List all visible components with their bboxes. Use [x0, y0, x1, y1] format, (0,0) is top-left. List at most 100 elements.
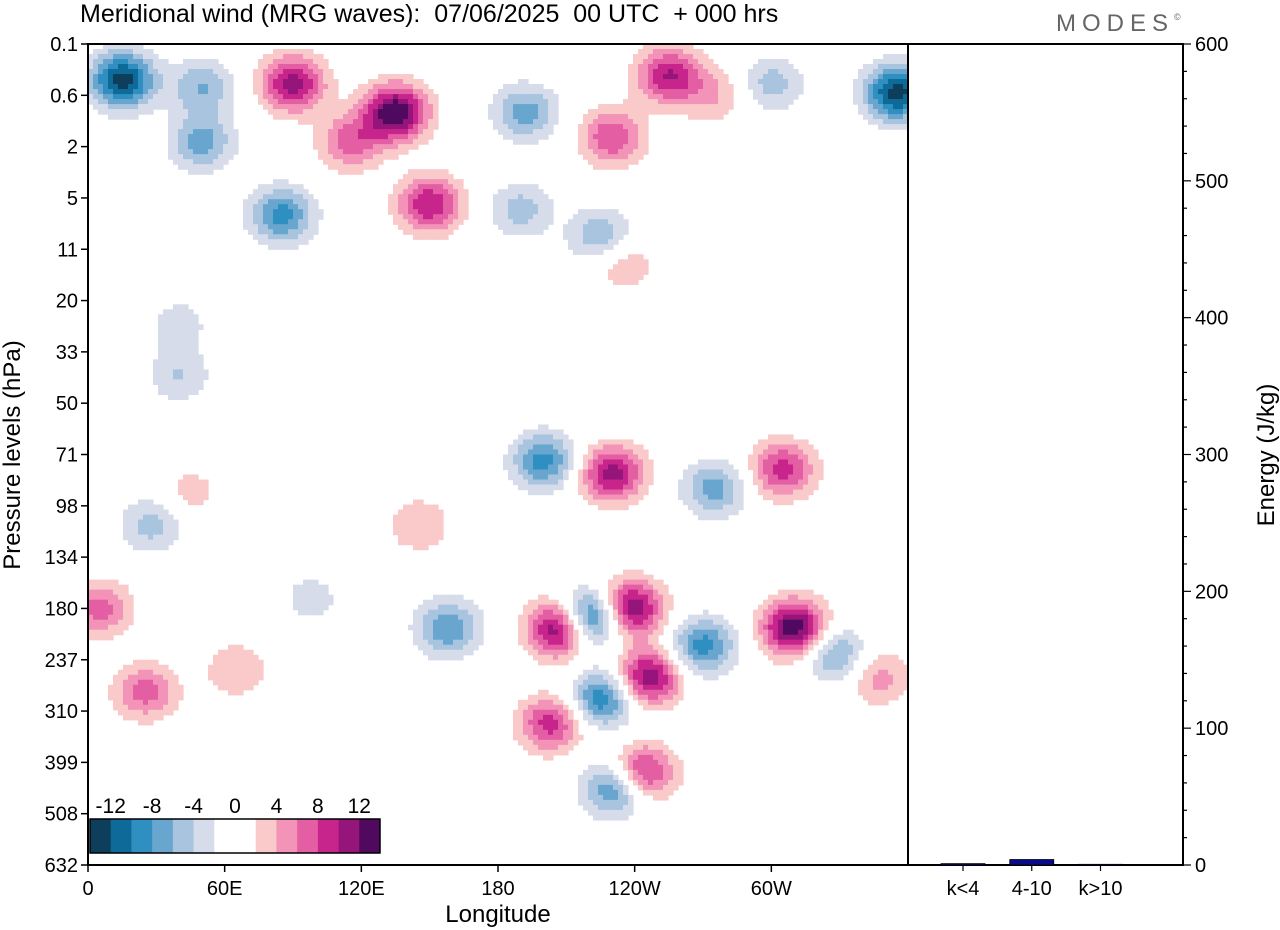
heatmap-cell: [623, 279, 629, 285]
heatmap-cell: [603, 684, 609, 691]
heatmap-cell: [383, 114, 389, 120]
heatmap-cell: [193, 364, 199, 370]
heatmap-cell: [128, 704, 134, 711]
heatmap-cell: [628, 254, 634, 260]
heatmap-cell: [688, 619, 694, 626]
heatmap-cell: [728, 484, 734, 491]
heatmap-cell: [158, 314, 164, 320]
heatmap-cell: [638, 269, 644, 275]
heatmap-cell: [228, 114, 234, 120]
heatmap-cell: [383, 149, 389, 155]
heatmap-cell: [618, 164, 624, 170]
heatmap-cell: [408, 204, 414, 210]
heatmap-cell: [613, 279, 619, 285]
heatmap-cell: [768, 79, 774, 85]
heatmap-cell: [698, 474, 704, 481]
heatmap-cell: [228, 109, 234, 115]
heatmap-cell: [538, 434, 544, 441]
heatmap-cell: [303, 224, 309, 230]
heatmap-cell: [638, 144, 644, 150]
heatmap-cell: [253, 654, 259, 661]
heatmap-cell: [248, 229, 254, 235]
heatmap-cell: [158, 504, 164, 511]
heatmap-cell: [563, 629, 569, 636]
heatmap-cell: [243, 659, 249, 666]
heatmap-cell: [518, 114, 524, 120]
heatmap-cell: [528, 129, 534, 135]
heatmap-cell: [638, 569, 644, 576]
heatmap-cell: [633, 574, 639, 581]
heatmap-cell: [413, 144, 419, 150]
heatmap-cell: [633, 494, 639, 501]
heatmap-cell: [123, 589, 129, 596]
heatmap-cell: [463, 609, 469, 616]
heatmap-cell: [293, 184, 299, 190]
heatmap-cell: [328, 129, 334, 135]
heatmap-cell: [173, 334, 179, 340]
heatmap-cell: [428, 514, 434, 521]
heatmap-cell: [128, 669, 134, 676]
heatmap-cell: [353, 104, 359, 110]
heatmap-cell: [218, 124, 224, 130]
heatmap-cell: [443, 639, 449, 646]
heatmap-cell: [803, 454, 809, 461]
heatmap-cell: [418, 219, 424, 225]
heatmap-cell: [648, 619, 654, 626]
heatmap-cell: [608, 269, 614, 275]
heatmap-cell: [418, 499, 424, 506]
heatmap-cell: [188, 59, 194, 65]
heatmap-cell: [303, 54, 309, 60]
heatmap-cell: [183, 119, 189, 125]
heatmap-cell: [93, 104, 99, 110]
heatmap-cell: [328, 74, 334, 80]
heatmap-cell: [223, 124, 229, 130]
heatmap-cell: [128, 539, 134, 546]
heatmap-cell: [598, 159, 604, 165]
heatmap-cell: [568, 219, 574, 225]
heatmap-cell: [443, 229, 449, 235]
heatmap-cell: [623, 719, 629, 726]
heatmap-cell: [503, 214, 509, 220]
heatmap-cell: [313, 209, 319, 215]
heatmap-cell: [413, 614, 419, 621]
heatmap-cell: [608, 444, 614, 451]
heatmap-cell: [273, 94, 279, 100]
heatmap-cell: [518, 454, 524, 461]
heatmap-cell: [533, 94, 539, 100]
heatmap-cell: [168, 89, 174, 95]
heatmap-cell: [698, 624, 704, 631]
heatmap-cell: [163, 364, 169, 370]
heatmap-cell: [138, 504, 144, 511]
heatmap-cell: [543, 714, 549, 721]
heatmap-cell: [723, 79, 729, 85]
heatmap-cell: [873, 694, 879, 701]
heatmap-cell: [188, 139, 194, 145]
heatmap-cell: [578, 689, 584, 696]
heatmap-cell: [123, 684, 129, 691]
heatmap-cell: [873, 669, 879, 676]
heatmap-cell: [128, 94, 134, 100]
heatmap-cell: [588, 714, 594, 721]
heatmap-cell: [728, 644, 734, 651]
heatmap-cell: [488, 104, 494, 110]
heatmap-cell: [793, 444, 799, 451]
heatmap-cell: [773, 69, 779, 75]
heatmap-cell: [178, 154, 184, 160]
heatmap-cell: [228, 119, 234, 125]
heatmap-cell: [293, 199, 299, 205]
heatmap-cell: [623, 489, 629, 496]
heatmap-cell: [593, 154, 599, 160]
heatmap-cell: [628, 594, 634, 601]
heatmap-cell: [593, 234, 599, 240]
heatmap-cell: [773, 599, 779, 606]
heatmap-cell: [533, 614, 539, 621]
heatmap-cell: [633, 489, 639, 496]
heatmap-cell: [323, 109, 329, 115]
heatmap-cell: [643, 129, 649, 135]
heatmap-cell: [633, 454, 639, 461]
heatmap-cell: [858, 644, 864, 651]
heatmap-cell: [88, 619, 94, 626]
heatmap-cell: [158, 59, 164, 65]
heatmap-cell: [408, 99, 414, 105]
heatmap-cell: [538, 489, 544, 496]
